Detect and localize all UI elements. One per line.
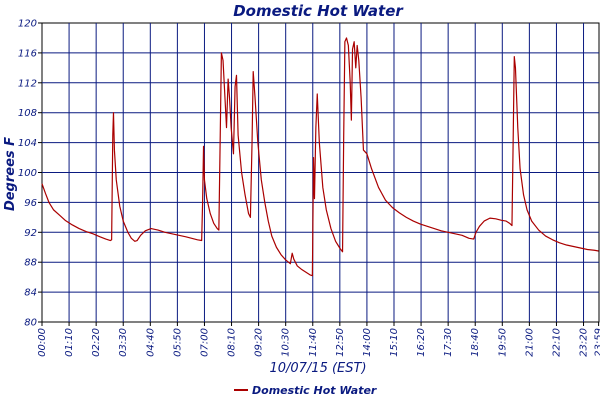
x-tick-label: 12:50 bbox=[335, 328, 346, 357]
x-tick-label: 10:30 bbox=[281, 328, 292, 357]
y-tick-label: 108 bbox=[18, 108, 37, 119]
x-tick-label: 22:10 bbox=[551, 328, 562, 357]
y-axis-ticks: 80 84 88 92 96 100 104 108 112 116 120 bbox=[18, 19, 42, 329]
y-tick-label: 96 bbox=[24, 198, 37, 209]
y-axis-label: Degrees F bbox=[3, 137, 18, 211]
x-tick-label: 18:40 bbox=[470, 328, 481, 357]
y-tick-label: 104 bbox=[18, 138, 37, 149]
x-tick-label: 05:50 bbox=[172, 328, 183, 357]
x-tick-label: 23:59 bbox=[594, 328, 600, 357]
y-tick-label: 120 bbox=[18, 19, 37, 30]
y-tick-label: 88 bbox=[24, 258, 37, 269]
x-tick-label: 04:40 bbox=[145, 328, 156, 357]
y-tick-label: 92 bbox=[24, 228, 37, 239]
x-tick-label: 19:50 bbox=[497, 328, 508, 357]
x-tick-label: 08:10 bbox=[227, 328, 238, 357]
x-tick-label: 03:30 bbox=[118, 328, 129, 357]
x-axis-label: 10/07/15 (EST) bbox=[269, 361, 366, 376]
x-tick-label: 07:00 bbox=[199, 328, 210, 357]
x-tick-label: 16:20 bbox=[416, 328, 427, 357]
y-tick-label: 112 bbox=[18, 78, 37, 89]
legend: Domestic Hot Water bbox=[234, 384, 377, 397]
x-tick-label: 15:10 bbox=[389, 328, 400, 357]
legend-entry: Domestic Hot Water bbox=[252, 384, 377, 397]
gridlines bbox=[42, 23, 599, 322]
x-tick-label: 23:20 bbox=[579, 328, 590, 357]
x-tick-label: 21:00 bbox=[524, 328, 535, 357]
x-tick-label: 14:00 bbox=[362, 328, 373, 357]
x-tick-label: 02:20 bbox=[91, 328, 102, 357]
series-line-domestic-hot-water bbox=[41, 37, 599, 277]
y-tick-label: 116 bbox=[18, 48, 37, 59]
series-group bbox=[41, 37, 599, 277]
x-tick-label: 01:10 bbox=[64, 328, 75, 357]
x-tick-label: 17:30 bbox=[443, 328, 454, 357]
x-axis-ticks: 00:00 01:10 02:20 03:30 04:40 05:50 07:00 08:10… bbox=[37, 322, 600, 357]
y-tick-label: 80 bbox=[24, 318, 37, 329]
y-tick-label: 100 bbox=[18, 168, 37, 179]
y-tick-label: 84 bbox=[24, 288, 37, 299]
x-tick-label: 11:40 bbox=[308, 328, 319, 357]
x-tick-label: 09:20 bbox=[254, 328, 265, 357]
x-tick-label: 00:00 bbox=[37, 328, 48, 357]
chart-title: Domestic Hot Water bbox=[233, 2, 404, 20]
